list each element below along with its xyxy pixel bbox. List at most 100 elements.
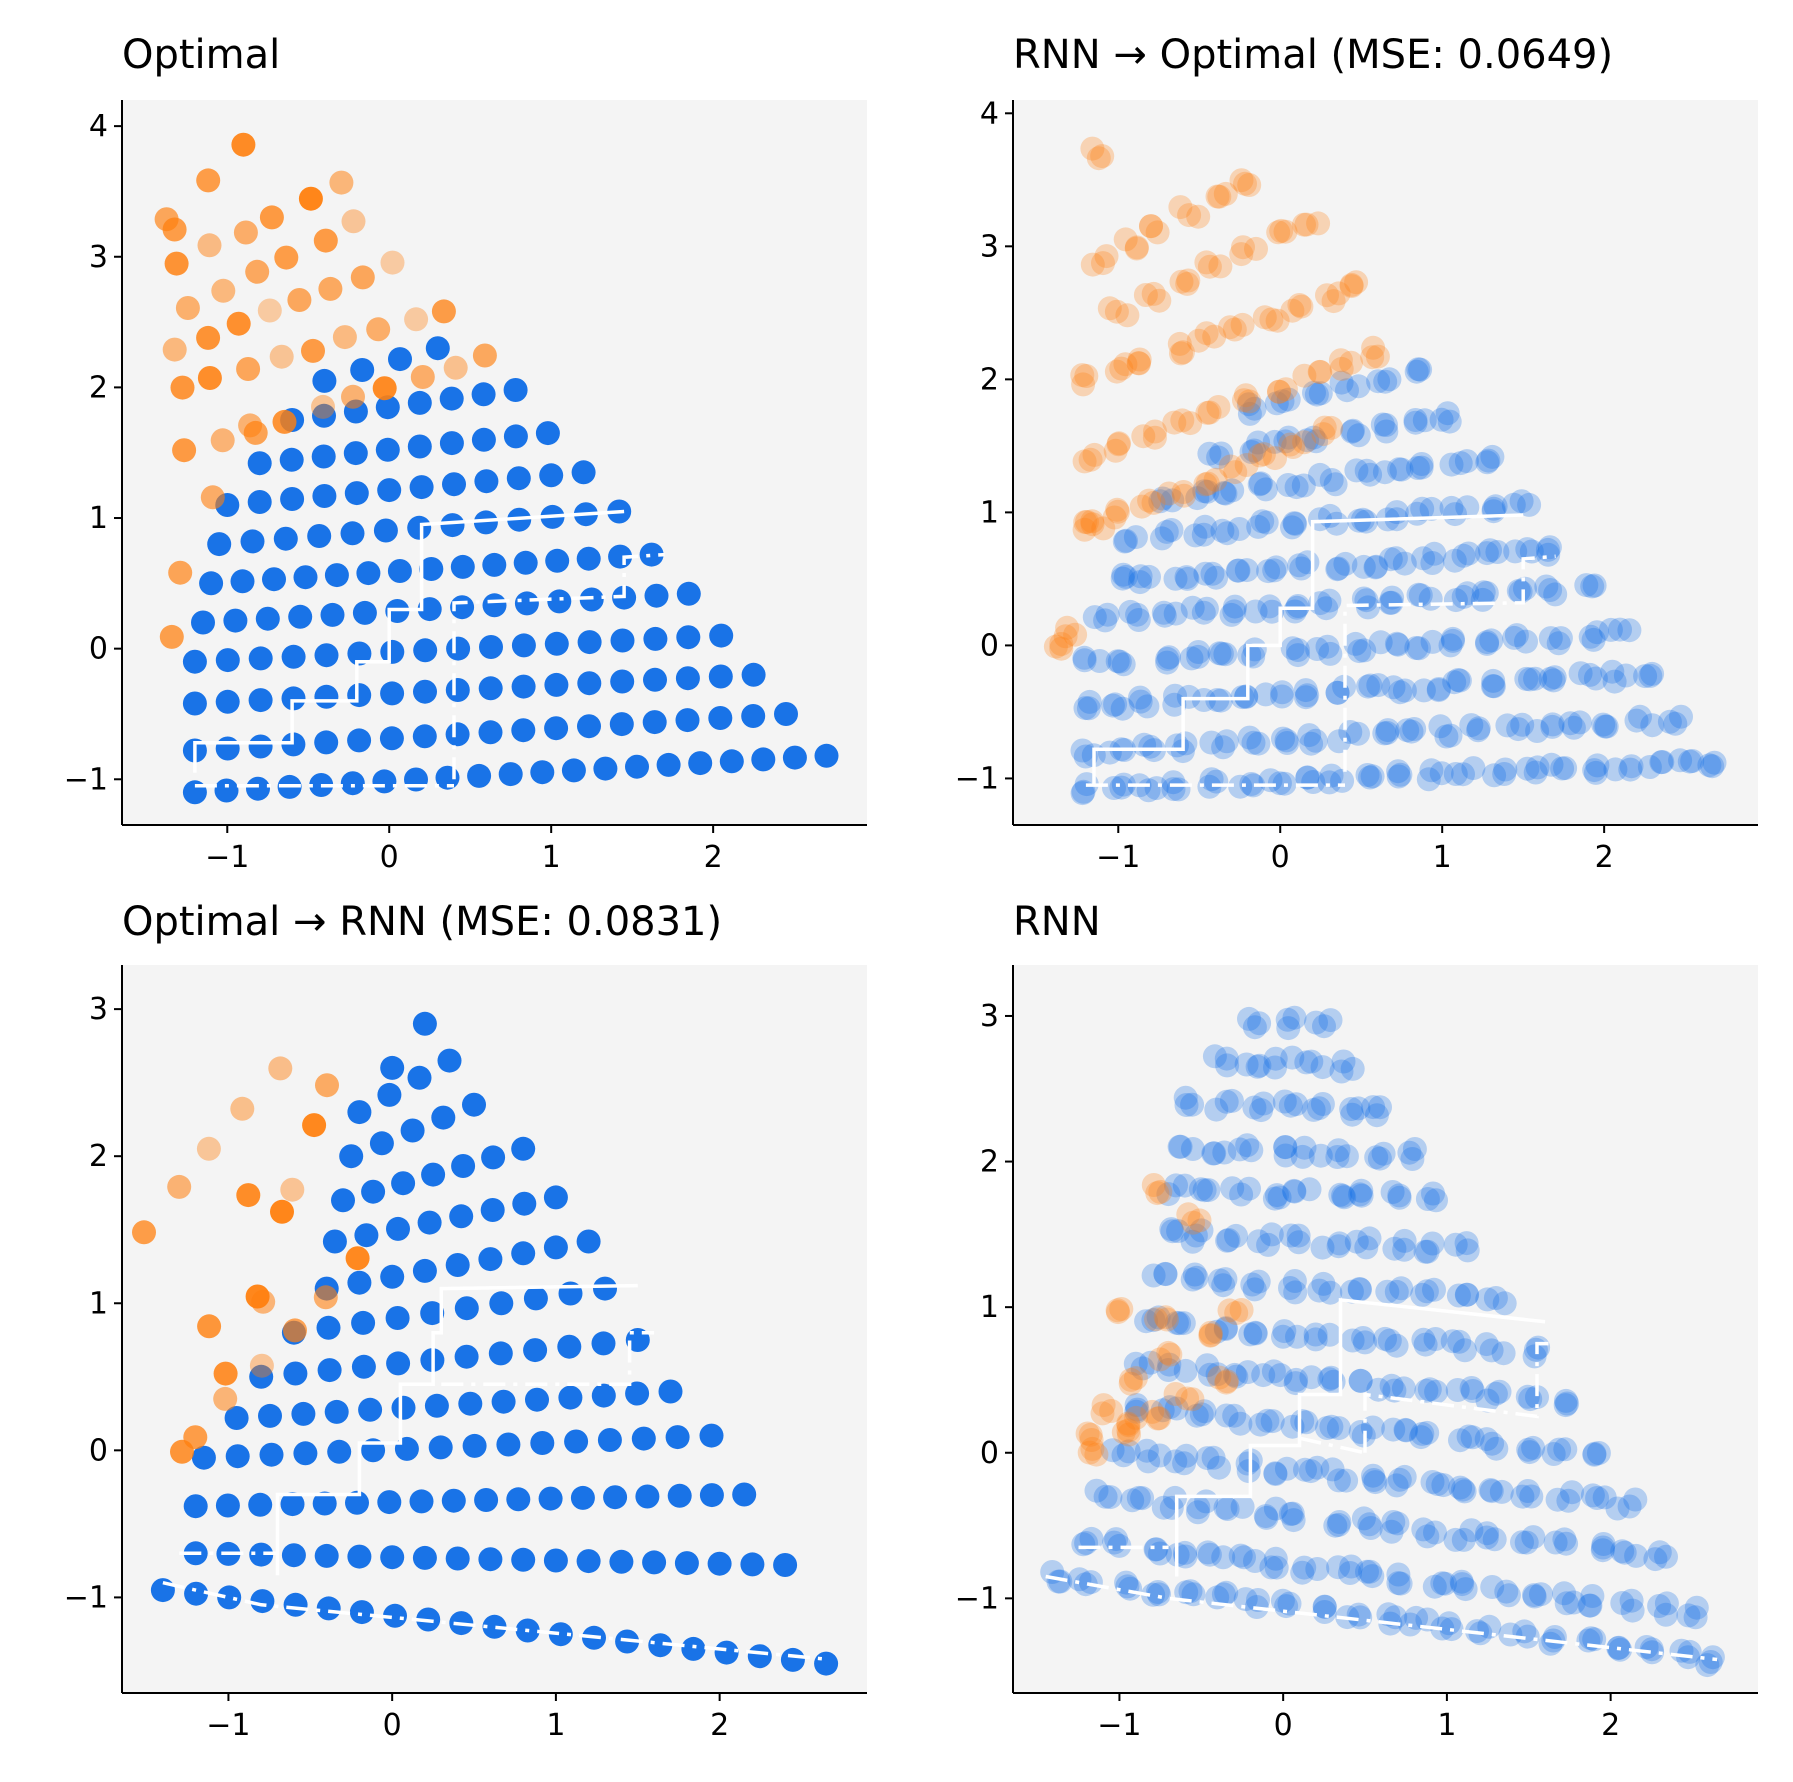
point-blue <box>1312 1600 1337 1624</box>
point-blue <box>478 720 503 745</box>
point-orange <box>1280 298 1305 323</box>
point-blue <box>439 386 464 411</box>
point-blue <box>1624 708 1649 733</box>
point-blue <box>1608 617 1632 642</box>
point-blue <box>658 1379 683 1404</box>
point-blue <box>1552 1527 1577 1552</box>
point-orange <box>1306 211 1331 236</box>
point-orange <box>1145 1406 1170 1431</box>
point-blue <box>1330 768 1355 793</box>
point-blue <box>635 1484 660 1509</box>
point-blue <box>1237 725 1262 750</box>
point-blue <box>1415 1524 1440 1549</box>
point-blue <box>182 691 207 716</box>
y-tick-label: 3 <box>980 229 999 264</box>
point-blue <box>474 1488 499 1512</box>
point-blue <box>307 524 332 548</box>
point-blue <box>1481 668 1506 693</box>
point-blue <box>462 1092 486 1117</box>
point-blue <box>1233 1587 1258 1612</box>
point-blue <box>1180 1137 1205 1161</box>
point-orange <box>196 168 221 193</box>
point-blue <box>1329 1059 1354 1084</box>
point-blue <box>1293 685 1318 710</box>
point-orange <box>1106 432 1131 457</box>
trajectory-dashdot <box>441 1330 655 1386</box>
point-blue <box>1515 1624 1540 1649</box>
point-blue <box>1279 1223 1303 1248</box>
point-orange <box>1181 1210 1206 1235</box>
point-blue <box>1343 631 1368 656</box>
point-blue <box>1317 1322 1342 1347</box>
point-blue <box>1325 557 1350 582</box>
point-blue <box>1182 1262 1207 1287</box>
point-orange <box>1142 425 1167 450</box>
point-blue <box>1178 1579 1203 1604</box>
point-blue <box>1164 1173 1188 1198</box>
point-blue <box>1594 714 1619 739</box>
point-blue <box>1238 1322 1263 1347</box>
point-blue <box>1073 1572 1098 1597</box>
point-orange <box>1175 1386 1200 1411</box>
point-blue <box>1414 1378 1439 1403</box>
point-blue <box>248 688 273 713</box>
point-blue <box>247 490 272 514</box>
point-blue <box>1522 1344 1547 1369</box>
point-blue <box>454 1296 479 1321</box>
point-blue <box>1320 1457 1345 1482</box>
point-blue <box>1284 1367 1309 1392</box>
point-orange <box>313 1285 338 1310</box>
point-blue <box>312 484 337 508</box>
point-blue <box>1211 1545 1236 1570</box>
point-blue <box>625 1381 650 1406</box>
point-blue <box>814 1651 839 1676</box>
point-blue <box>1385 632 1410 657</box>
point-blue <box>1224 1223 1248 1248</box>
point-blue <box>1295 683 1320 708</box>
point-blue <box>1246 731 1271 756</box>
point-blue <box>1455 495 1480 520</box>
point-blue <box>1102 1530 1127 1555</box>
point-blue <box>1448 451 1473 476</box>
point-blue <box>1494 1579 1519 1604</box>
point-blue <box>656 752 681 777</box>
panel-title-rnn: RNN <box>1013 899 1101 945</box>
point-blue <box>1173 1544 1198 1569</box>
point-blue <box>1618 757 1643 782</box>
point-blue <box>1315 1416 1339 1440</box>
point-blue <box>1598 617 1623 642</box>
point-blue <box>1079 1526 1104 1551</box>
point-blue <box>1188 1177 1213 1202</box>
point-blue <box>512 1191 537 1216</box>
point-blue <box>557 1334 582 1359</box>
point-blue <box>1548 626 1573 651</box>
point-blue <box>1351 554 1376 579</box>
point-blue <box>1360 764 1385 789</box>
point-blue <box>1110 696 1135 721</box>
point-blue <box>1280 1045 1305 1070</box>
point-blue <box>1440 626 1465 651</box>
point-blue <box>347 1544 372 1569</box>
point-blue <box>1228 774 1253 799</box>
point-orange <box>1198 1320 1223 1345</box>
point-blue <box>1215 1228 1240 1253</box>
point-blue <box>593 756 618 781</box>
point-blue <box>1448 1475 1473 1500</box>
point-blue <box>1260 599 1285 624</box>
point-blue <box>1275 731 1300 755</box>
point-orange <box>1049 632 1074 656</box>
point-blue <box>1403 410 1428 435</box>
point-blue <box>407 1065 432 1090</box>
plot-area-rnn-to-optimal <box>1013 100 1758 825</box>
point-blue <box>352 600 377 625</box>
point-blue <box>1199 730 1224 755</box>
point-blue <box>1076 696 1101 721</box>
point-blue <box>1270 1588 1295 1613</box>
point-blue <box>1460 1425 1485 1450</box>
point-blue <box>1451 1477 1475 1502</box>
point-blue <box>1513 576 1537 601</box>
point-blue <box>1375 718 1400 743</box>
trajectory-dashdot <box>1299 1436 1366 1455</box>
point-blue <box>1649 750 1674 775</box>
point-orange <box>1078 1422 1103 1447</box>
